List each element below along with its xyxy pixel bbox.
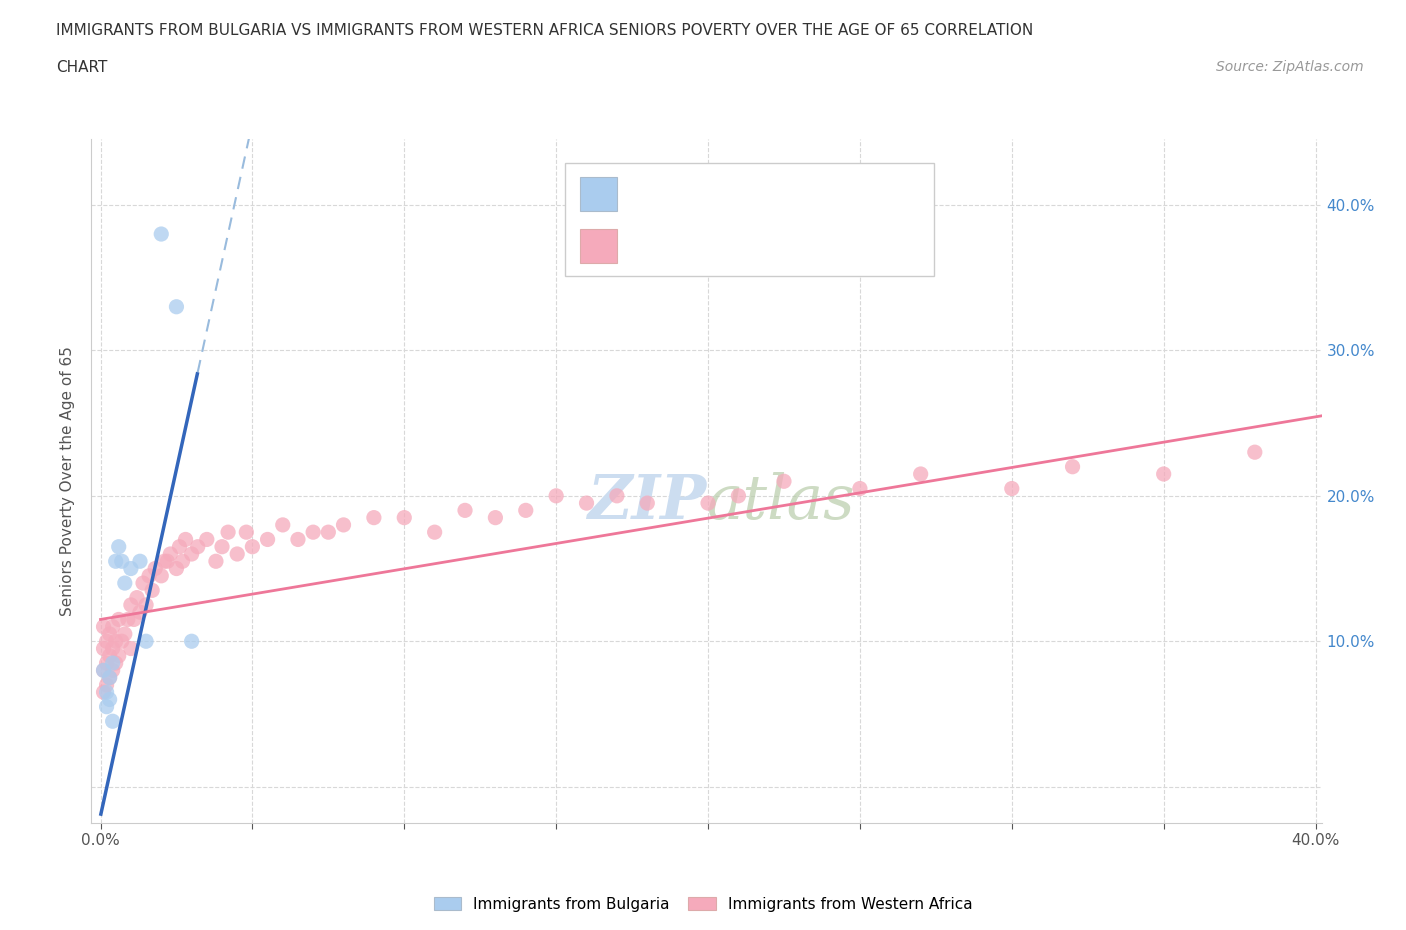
Text: CHART: CHART: [56, 60, 108, 75]
Point: [98, 692, 121, 707]
Point: [226, 547, 249, 562]
Point: [150, 568, 173, 583]
Point: [271, 517, 294, 532]
Point: [101, 619, 124, 634]
Point: [1243, 445, 1265, 459]
Point: [98, 671, 121, 685]
Point: [98, 671, 121, 685]
Point: [101, 714, 124, 729]
Point: [156, 554, 179, 569]
Point: [96, 634, 118, 649]
Text: atlas: atlas: [706, 472, 855, 532]
Point: [101, 656, 124, 671]
Point: [575, 496, 598, 511]
Point: [242, 539, 264, 554]
Point: [287, 532, 309, 547]
Point: [93, 663, 115, 678]
Point: [165, 299, 187, 314]
Point: [159, 547, 181, 562]
Point: [96, 684, 118, 699]
Point: [546, 488, 568, 503]
Point: [363, 511, 385, 525]
Point: [180, 547, 202, 562]
Point: [910, 467, 932, 482]
Point: [256, 532, 278, 547]
Point: [120, 561, 142, 576]
Point: [132, 576, 155, 591]
Point: [101, 641, 124, 656]
Point: [169, 539, 191, 554]
Point: [515, 503, 537, 518]
Point: [172, 554, 194, 569]
Point: [165, 561, 187, 576]
Point: [195, 532, 218, 547]
Point: [120, 641, 142, 656]
Point: [111, 554, 134, 569]
Point: [302, 525, 325, 539]
Point: [96, 699, 118, 714]
Point: [849, 481, 872, 496]
Legend: Immigrants from Bulgaria, Immigrants from Western Africa: Immigrants from Bulgaria, Immigrants fro…: [427, 890, 979, 918]
Point: [98, 648, 121, 663]
Y-axis label: Seniors Poverty Over the Age of 65: Seniors Poverty Over the Age of 65: [60, 346, 76, 617]
Point: [143, 561, 166, 576]
Point: [114, 576, 136, 591]
Point: [484, 511, 506, 525]
Text: IMMIGRANTS FROM BULGARIA VS IMMIGRANTS FROM WESTERN AFRICA SENIORS POVERTY OVER : IMMIGRANTS FROM BULGARIA VS IMMIGRANTS F…: [56, 23, 1033, 38]
Point: [211, 539, 233, 554]
Point: [1062, 459, 1084, 474]
Point: [93, 684, 115, 699]
Point: [153, 554, 176, 569]
Point: [235, 525, 257, 539]
Point: [423, 525, 446, 539]
Point: [141, 583, 163, 598]
Point: [96, 677, 118, 692]
Point: [332, 517, 354, 532]
Point: [93, 619, 115, 634]
Point: [727, 488, 749, 503]
Point: [135, 597, 157, 612]
Point: [125, 591, 148, 605]
Point: [111, 634, 134, 649]
Point: [107, 648, 129, 663]
Text: ZIP: ZIP: [588, 472, 706, 532]
Point: [104, 634, 127, 649]
Point: [117, 612, 139, 627]
Point: [107, 612, 129, 627]
Point: [93, 663, 115, 678]
Point: [174, 532, 197, 547]
Point: [1153, 467, 1175, 482]
Point: [107, 539, 129, 554]
Point: [104, 656, 127, 671]
Point: [129, 554, 152, 569]
Point: [122, 612, 145, 627]
Point: [636, 496, 658, 511]
Point: [138, 568, 160, 583]
Point: [697, 496, 720, 511]
Point: [96, 656, 118, 671]
Point: [114, 627, 136, 642]
Text: Source: ZipAtlas.com: Source: ZipAtlas.com: [1216, 60, 1364, 74]
Point: [98, 627, 121, 642]
Point: [454, 503, 477, 518]
Point: [1001, 481, 1024, 496]
Point: [150, 227, 173, 242]
Point: [606, 488, 628, 503]
Point: [318, 525, 340, 539]
Point: [135, 634, 157, 649]
Point: [394, 511, 416, 525]
Point: [180, 634, 202, 649]
Point: [101, 663, 124, 678]
Point: [120, 597, 142, 612]
Point: [217, 525, 239, 539]
Point: [93, 641, 115, 656]
Point: [773, 474, 796, 489]
Point: [187, 539, 209, 554]
Point: [129, 604, 152, 619]
Point: [104, 554, 127, 569]
Point: [205, 554, 228, 569]
